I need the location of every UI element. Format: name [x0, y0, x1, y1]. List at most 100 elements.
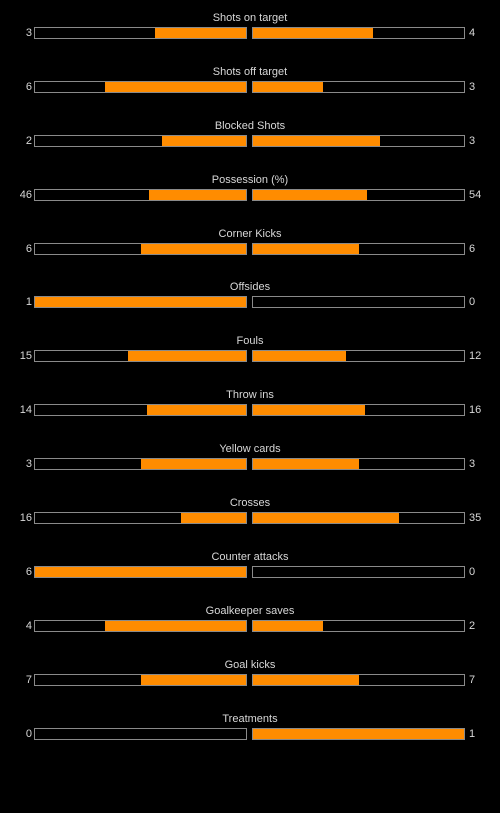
home-bar [34, 404, 247, 417]
stat-label: Shots off target [212, 65, 288, 78]
home-bar-fill [146, 405, 246, 416]
away-value: 0 [469, 565, 476, 578]
away-bar [252, 350, 465, 363]
away-bar [252, 80, 465, 93]
away-bar-fill [253, 81, 323, 92]
home-bar [34, 242, 247, 255]
stat-label: Corner Kicks [218, 227, 282, 240]
home-bar-fill [104, 620, 246, 631]
home-bar [34, 673, 247, 686]
home-bar-fill [161, 135, 246, 146]
away-bar-fill [253, 674, 359, 685]
home-bar [34, 80, 247, 93]
stat-label: Counter attacks [211, 550, 289, 563]
home-bar [34, 565, 247, 578]
home-bar [34, 458, 247, 471]
home-bar-fill [127, 351, 246, 362]
stat-comparison: 15 12 [0, 350, 500, 363]
home-bar-fill [35, 297, 246, 308]
stat-label: Goal kicks [224, 658, 276, 671]
away-bar-fill [253, 459, 359, 470]
home-bar-fill [140, 674, 246, 685]
home-value: 0 [25, 727, 32, 740]
home-value: 15 [19, 350, 32, 363]
home-bar [34, 134, 247, 147]
stat-comparison: 14 16 [0, 404, 500, 417]
home-value: 6 [25, 242, 32, 255]
stat-row: Throw ins 14 16 [0, 389, 500, 443]
home-bar-fill [155, 28, 246, 38]
away-value: 7 [469, 673, 476, 686]
home-bar [34, 296, 247, 309]
home-value: 3 [25, 27, 32, 39]
stat-label: Yellow cards [219, 443, 281, 456]
home-value: 14 [19, 404, 32, 417]
home-bar-fill [35, 566, 246, 577]
home-value: 3 [25, 458, 32, 471]
stat-row: Goal kicks 7 7 [0, 659, 500, 713]
home-value: 6 [25, 80, 32, 93]
away-bar [252, 188, 465, 201]
home-bar [34, 350, 247, 363]
stat-label: Throw ins [226, 389, 274, 402]
stat-row: Possession (%) 46 54 [0, 174, 500, 228]
away-bar [252, 458, 465, 471]
home-bar [34, 188, 247, 201]
away-value: 3 [469, 134, 476, 147]
away-bar-fill [253, 351, 346, 362]
away-bar [252, 27, 465, 39]
home-value: 1 [25, 296, 32, 309]
home-bar-fill [104, 81, 246, 92]
stat-row: Crosses 16 35 [0, 497, 500, 551]
stat-label: Blocked Shots [214, 119, 286, 132]
away-value: 0 [469, 296, 476, 309]
stat-row: Shots off target 6 3 [0, 66, 500, 120]
away-bar [252, 242, 465, 255]
home-bar-fill [148, 189, 246, 200]
stat-label: Possession (%) [211, 173, 289, 186]
stat-row: Corner Kicks 6 6 [0, 228, 500, 282]
away-bar [252, 296, 465, 309]
home-value: 4 [25, 619, 32, 632]
home-value: 16 [19, 512, 32, 525]
stat-row: Offsides 1 0 [0, 281, 500, 335]
home-bar [34, 727, 247, 740]
stat-row: Counter attacks 6 0 [0, 551, 500, 605]
home-bar [34, 512, 247, 525]
away-bar [252, 619, 465, 632]
away-value: 6 [469, 242, 476, 255]
away-bar [252, 565, 465, 578]
home-bar [34, 27, 247, 39]
away-value: 1 [469, 727, 476, 740]
away-value: 3 [469, 80, 476, 93]
away-bar-fill [253, 728, 464, 739]
away-value: 4 [469, 27, 476, 39]
stat-row: Blocked Shots 2 3 [0, 120, 500, 174]
home-bar-fill [140, 243, 246, 254]
stat-row: Goalkeeper saves 4 2 [0, 605, 500, 659]
home-bar [34, 619, 247, 632]
away-bar-fill [253, 620, 323, 631]
away-bar-fill [253, 28, 374, 38]
away-bar-fill [253, 513, 399, 524]
stat-label: Fouls [236, 335, 264, 348]
away-value: 3 [469, 458, 476, 471]
away-value: 2 [469, 619, 476, 632]
stat-row: Fouls 15 12 [0, 335, 500, 389]
away-bar-fill [253, 243, 359, 254]
away-bar-fill [253, 405, 365, 416]
away-value: 54 [469, 188, 482, 201]
stat-label: Shots on target [212, 12, 288, 24]
stat-comparison: 46 54 [0, 188, 500, 201]
match-stats-list: Shots on target 3 4 Shots off target 6 3 Block… [0, 12, 500, 740]
stat-label: Offsides [229, 281, 271, 294]
away-bar [252, 512, 465, 525]
stat-row: Yellow cards 3 3 [0, 443, 500, 497]
